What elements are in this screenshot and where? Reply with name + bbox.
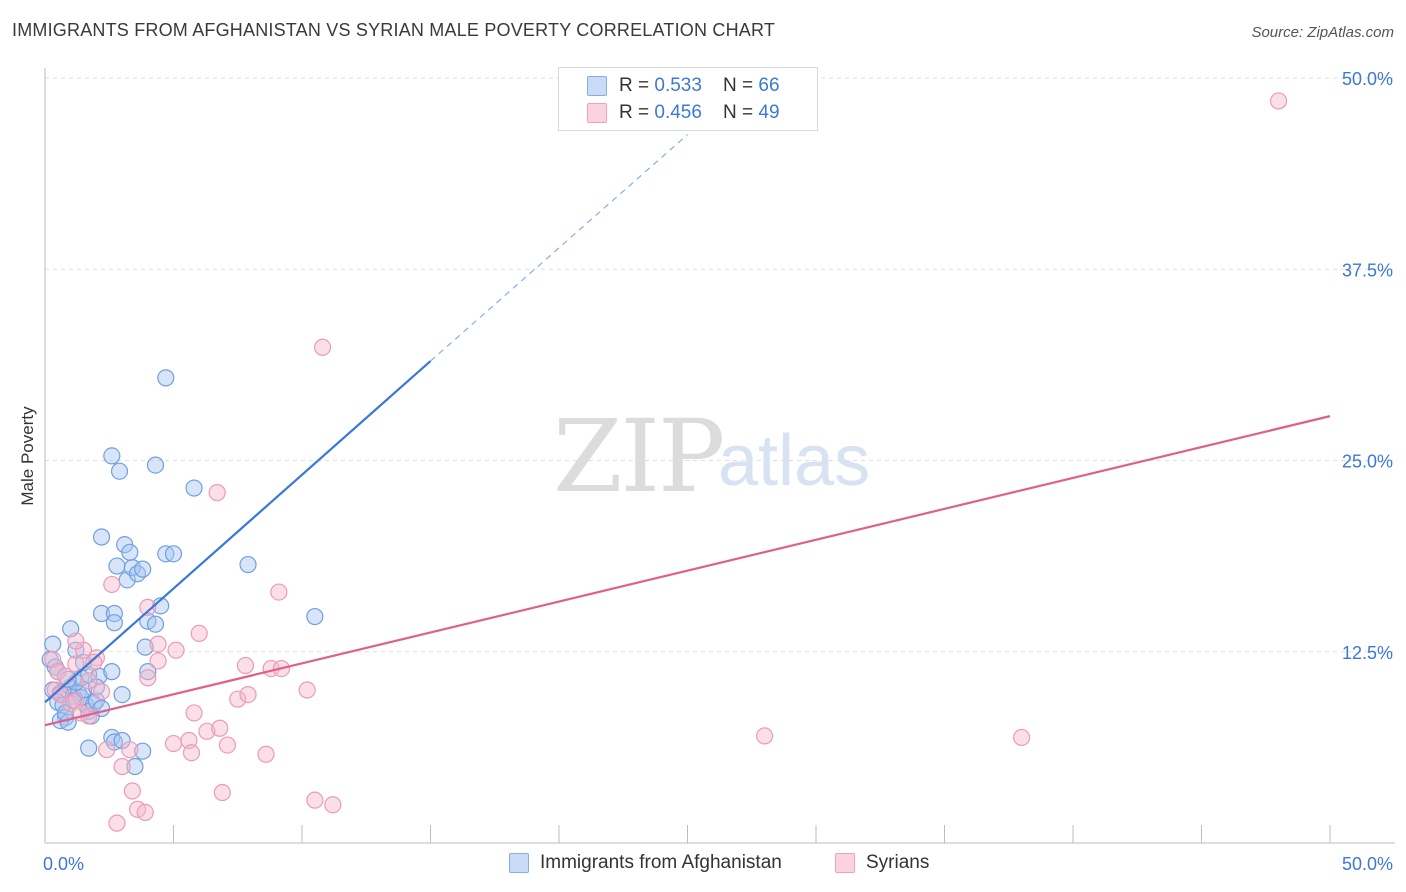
series-swatch-afghanistan: [509, 853, 529, 873]
syrian-point: [67, 655, 85, 673]
syrian-point: [164, 734, 183, 753]
syrian-point: [306, 791, 324, 809]
y-tick-label: 12.5%: [1342, 643, 1393, 663]
syrian-point: [149, 652, 167, 670]
syrian-point: [257, 745, 275, 763]
syrian-point: [1012, 728, 1031, 747]
legend-text-syrians: R = 0.456 N = 49: [619, 102, 780, 124]
afghanistan-point: [105, 604, 123, 623]
afghanistan-point: [157, 369, 175, 387]
series-swatch-syrians: [835, 853, 855, 873]
syrian-point: [324, 796, 342, 814]
afghanistan-point: [139, 663, 157, 681]
syrian-point: [298, 681, 316, 699]
afghanistan-point: [128, 565, 147, 583]
legend-n-label: N =: [723, 102, 759, 123]
syrian-point: [755, 727, 774, 745]
legend-r-label: R =: [619, 102, 655, 123]
syrian-point: [103, 575, 121, 594]
syrian-point: [190, 624, 208, 642]
syrian-point: [211, 719, 229, 737]
afghanistan-point: [164, 545, 183, 563]
afghanistan-point: [306, 607, 324, 626]
syrian-point: [85, 653, 103, 672]
syrian-point: [213, 783, 231, 802]
afghanistan-point: [110, 462, 129, 480]
syrian-point: [182, 744, 201, 762]
legend-n-label: N =: [723, 75, 759, 96]
afghanistan-point: [146, 615, 165, 633]
source-credit: Source: ZipAtlas.com: [1251, 24, 1394, 41]
legend-r-value: 0.533: [654, 75, 702, 96]
syrian-point: [149, 635, 167, 653]
syrian-point: [139, 598, 157, 616]
syrian-point: [198, 722, 216, 740]
afghanistan-point: [134, 560, 152, 578]
syrian-point: [113, 757, 131, 776]
chart-title: IMMIGRANTS FROM AFGHANISTAN VS SYRIAN MA…: [12, 20, 776, 40]
afghanistan-point: [92, 604, 111, 623]
legend-swatch-syrians: [587, 103, 607, 123]
y-tick-label: 37.5%: [1342, 260, 1393, 280]
syrian-point: [1269, 92, 1288, 110]
y-tick-label: 50.0%: [1342, 69, 1393, 89]
syrian-point: [239, 685, 257, 704]
syrian-point: [167, 641, 185, 659]
x-tick-label: 50.0%: [1342, 854, 1393, 874]
afghanistan-point: [44, 635, 62, 653]
afghanistan-point: [136, 638, 154, 656]
syrian-point: [108, 814, 126, 832]
y-tick-label: 25.0%: [1342, 452, 1393, 472]
afghanistan-point: [105, 614, 123, 632]
legend-swatch-afghanistan: [587, 76, 607, 96]
legend-n-value: 66: [758, 75, 780, 96]
afghanistan-point: [146, 456, 165, 474]
syrian-point: [121, 741, 139, 759]
syrian-point: [229, 690, 247, 708]
afghanistan-point: [121, 543, 139, 561]
syrian-point: [270, 583, 288, 601]
series-label-afghanistan: Immigrants from Afghanistan: [540, 852, 782, 873]
afghanistan-point: [134, 742, 152, 760]
syrian-point: [46, 681, 64, 699]
afghanistan-point: [113, 685, 131, 704]
afghanistan-point: [80, 739, 98, 757]
syrian-point: [67, 632, 85, 650]
syrian-point: [136, 803, 154, 822]
afghanistan-point: [108, 557, 126, 575]
syrian-point: [313, 338, 332, 356]
legend-r-label: R =: [619, 75, 655, 96]
syrian-point: [80, 672, 98, 690]
syrian-point: [123, 782, 141, 800]
syrian-point: [208, 484, 226, 502]
afghanistan-point: [126, 757, 144, 776]
legend-n-value: 49: [758, 102, 780, 123]
syrian-point: [185, 704, 203, 722]
syrian-point: [218, 736, 237, 754]
afghanistan-point: [103, 663, 121, 681]
afghanistan-point: [239, 555, 257, 574]
legend-r-value: 0.456: [654, 102, 702, 123]
x-tick-label: 0.0%: [43, 854, 84, 874]
correlation-legend: R = 0.533 N = 66 R = 0.456 N = 49: [558, 67, 818, 131]
syrian-point: [98, 741, 116, 759]
syrian-point: [139, 669, 157, 687]
afghanistan-trend-extension: [430, 134, 688, 362]
syrian-point: [236, 656, 255, 675]
syrian-point: [92, 682, 111, 701]
afghanistan-point: [185, 479, 203, 497]
afghanistan-point: [103, 447, 121, 465]
syrian-trend-line: [44, 415, 1331, 727]
afghanistan-trend-line: [44, 360, 432, 704]
afghanistan-point: [92, 528, 111, 546]
series-label-syrians: Syrians: [866, 852, 930, 873]
legend-text-afghanistan: R = 0.533 N = 66: [619, 75, 780, 97]
watermark-zip: ZIP: [553, 398, 725, 515]
